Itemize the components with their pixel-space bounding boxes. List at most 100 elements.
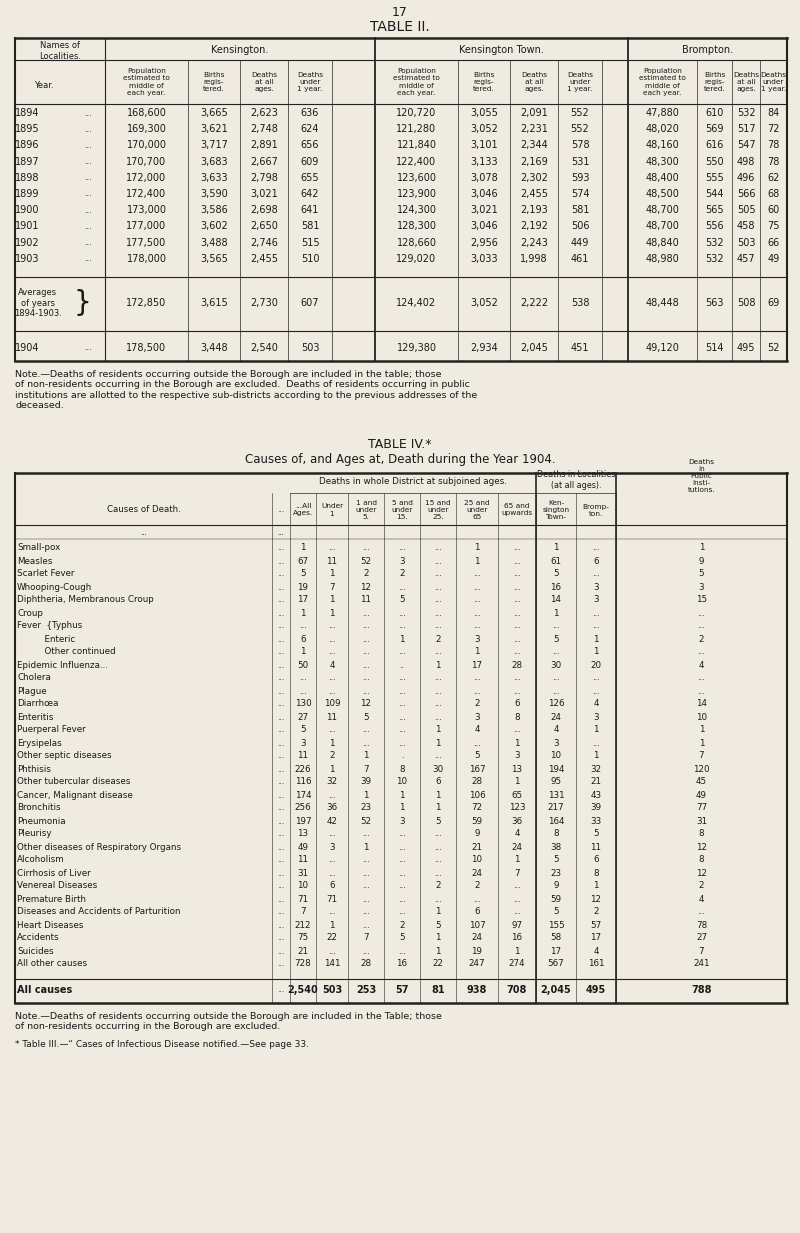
Text: 52: 52: [361, 556, 371, 566]
Text: ...: ...: [362, 947, 370, 956]
Text: ...: ...: [278, 544, 285, 552]
Text: 120,720: 120,720: [396, 109, 437, 118]
Text: ...: ...: [592, 673, 600, 683]
Text: 1904: 1904: [15, 343, 39, 353]
Text: 84: 84: [767, 109, 780, 118]
Text: ...: ...: [434, 621, 442, 630]
Text: 48,160: 48,160: [646, 141, 679, 150]
Text: ...: ...: [278, 778, 285, 787]
Text: ...: ...: [398, 609, 406, 618]
Text: Population
estimated to
middle of
each year.: Population estimated to middle of each y…: [393, 69, 440, 95]
Text: Phthisis: Phthisis: [17, 764, 51, 773]
Text: ...: ...: [278, 635, 285, 644]
Text: 655: 655: [301, 173, 319, 182]
Text: 3: 3: [514, 751, 520, 761]
Text: 610: 610: [706, 109, 724, 118]
Text: ...: ...: [592, 609, 600, 618]
Text: 3,046: 3,046: [470, 189, 498, 199]
Text: 2,222: 2,222: [520, 298, 548, 308]
Text: ...: ...: [398, 713, 406, 721]
Text: 4: 4: [594, 947, 598, 956]
Text: ...: ...: [473, 609, 481, 618]
Text: 253: 253: [356, 985, 376, 995]
Text: 13: 13: [511, 764, 522, 773]
Text: 122,400: 122,400: [397, 157, 437, 166]
Text: ...: ...: [434, 556, 442, 566]
Text: 581: 581: [301, 222, 319, 232]
Text: 1: 1: [514, 739, 520, 747]
Text: 124,300: 124,300: [397, 205, 437, 216]
Text: 3: 3: [474, 713, 480, 721]
Text: ...: ...: [328, 830, 336, 838]
Text: 11: 11: [298, 751, 309, 761]
Text: 47,880: 47,880: [646, 109, 679, 118]
Text: 28: 28: [511, 661, 522, 670]
Text: 52: 52: [361, 816, 371, 826]
Text: ...: ...: [278, 647, 285, 656]
Text: ...: ...: [299, 621, 307, 630]
Text: 552: 552: [570, 125, 590, 134]
Text: ...: ...: [278, 882, 285, 890]
Text: 168,600: 168,600: [126, 109, 166, 118]
Text: ...: ...: [328, 790, 336, 799]
Text: ...: ...: [398, 868, 406, 878]
Text: 12: 12: [361, 699, 371, 709]
Text: 14: 14: [696, 699, 707, 709]
Text: 128,660: 128,660: [397, 238, 437, 248]
Text: 48,700: 48,700: [646, 222, 679, 232]
Text: 24: 24: [550, 713, 562, 721]
Text: Other continued: Other continued: [17, 647, 116, 656]
Text: 2: 2: [474, 699, 480, 709]
Text: All other causes: All other causes: [17, 959, 87, 968]
Text: 5: 5: [300, 570, 306, 578]
Text: Pleurisy: Pleurisy: [17, 830, 51, 838]
Text: ...: ...: [278, 816, 285, 826]
Text: 3,055: 3,055: [470, 109, 498, 118]
Text: ...: ...: [434, 830, 442, 838]
Text: 11: 11: [326, 713, 338, 721]
Text: 2,623: 2,623: [250, 109, 278, 118]
Text: 123: 123: [509, 804, 526, 813]
Text: ...: ...: [362, 673, 370, 683]
Text: 68: 68: [767, 189, 780, 199]
Text: 58: 58: [550, 933, 562, 942]
Text: All causes: All causes: [17, 985, 72, 995]
Text: 4: 4: [330, 661, 334, 670]
Text: ...: ...: [473, 621, 481, 630]
Text: 1: 1: [399, 804, 405, 813]
Text: 1: 1: [474, 556, 480, 566]
Text: 121,840: 121,840: [397, 141, 437, 150]
Text: 2,698: 2,698: [250, 205, 278, 216]
Text: 3,615: 3,615: [200, 298, 228, 308]
Text: 555: 555: [705, 173, 724, 182]
Text: ...: ...: [434, 842, 442, 852]
Text: 172,400: 172,400: [126, 189, 166, 199]
Text: 17: 17: [471, 661, 482, 670]
Text: .: .: [401, 751, 403, 761]
Text: 11: 11: [298, 856, 309, 864]
Text: 5: 5: [399, 933, 405, 942]
Text: 52: 52: [767, 343, 780, 353]
Text: ...: ...: [85, 190, 93, 199]
Text: 5: 5: [363, 713, 369, 721]
Text: 503: 503: [322, 985, 342, 995]
Text: ...: ...: [362, 921, 370, 930]
Text: 1: 1: [554, 544, 558, 552]
Text: 15: 15: [696, 596, 707, 604]
Text: 97: 97: [511, 921, 522, 930]
Text: 75: 75: [767, 222, 780, 232]
Text: 172,850: 172,850: [126, 298, 166, 308]
Text: ...: ...: [328, 868, 336, 878]
Text: 9: 9: [698, 556, 704, 566]
Text: 123,900: 123,900: [397, 189, 437, 199]
Text: ...: ...: [85, 141, 93, 150]
Text: ...: ...: [278, 947, 285, 956]
Text: 457: 457: [737, 254, 755, 264]
Text: 27: 27: [696, 933, 707, 942]
Text: 5: 5: [553, 635, 559, 644]
Text: 1: 1: [330, 739, 334, 747]
Text: ...: ...: [362, 882, 370, 890]
Text: ...: ...: [513, 621, 521, 630]
Text: 170,000: 170,000: [126, 141, 166, 150]
Text: 2,934: 2,934: [470, 343, 498, 353]
